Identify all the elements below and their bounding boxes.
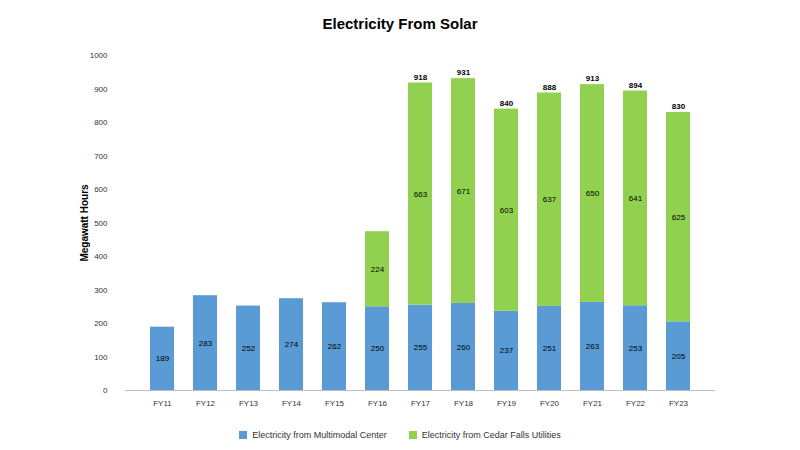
- svg-text:FY13: FY13: [239, 399, 259, 408]
- svg-text:894: 894: [629, 81, 643, 90]
- svg-text:FY21: FY21: [583, 399, 603, 408]
- html-text:Electricity From Solar: Electricity From Solar: [322, 15, 478, 32]
- svg-text:FY18: FY18: [454, 399, 474, 408]
- html-text:Electricity from Multimodal Ce: Electricity from Multimodal Center: [252, 430, 387, 440]
- svg-text:262: 262: [328, 342, 342, 351]
- svg-text:FY20: FY20: [540, 399, 560, 408]
- svg-text:FY14: FY14: [282, 399, 302, 408]
- svg-text:913: 913: [586, 74, 600, 83]
- html-text:Electricity from Cedar Falls U: Electricity from Cedar Falls Utilities: [421, 430, 561, 440]
- svg-text:0: 0: [103, 386, 108, 395]
- svg-text:260: 260: [457, 343, 471, 352]
- svg-text:800: 800: [94, 118, 108, 127]
- svg-text:250: 250: [371, 344, 385, 353]
- svg-text:1000: 1000: [90, 51, 108, 60]
- svg-text:663: 663: [414, 190, 428, 199]
- svg-text:FY22: FY22: [626, 399, 646, 408]
- svg-text:200: 200: [94, 319, 108, 328]
- svg-text:FY23: FY23: [669, 399, 689, 408]
- svg-text:671: 671: [457, 187, 471, 196]
- svg-text:205: 205: [672, 352, 686, 361]
- svg-text:253: 253: [629, 344, 643, 353]
- svg-text:263: 263: [586, 342, 600, 351]
- svg-text:625: 625: [672, 213, 686, 222]
- svg-text:252: 252: [242, 344, 256, 353]
- svg-text:641: 641: [629, 194, 643, 203]
- svg-text:931: 931: [457, 68, 471, 77]
- svg-text:FY12: FY12: [196, 399, 216, 408]
- svg-text:283: 283: [199, 339, 213, 348]
- svg-text:888: 888: [543, 83, 557, 92]
- svg-text:255: 255: [414, 343, 428, 352]
- svg-text:637: 637: [543, 195, 557, 204]
- svg-text:400: 400: [94, 252, 108, 261]
- svg-text:FY19: FY19: [497, 399, 517, 408]
- svg-text:900: 900: [94, 85, 108, 94]
- svg-text:918: 918: [414, 73, 428, 82]
- svg-text:237: 237: [500, 346, 514, 355]
- svg-text:FY11: FY11: [153, 399, 172, 408]
- svg-text:FY16: FY16: [368, 399, 388, 408]
- svg-text:274: 274: [285, 340, 299, 349]
- svg-text:189: 189: [156, 354, 170, 363]
- svg-text:100: 100: [94, 353, 108, 362]
- svg-text:500: 500: [94, 219, 108, 228]
- svg-text:700: 700: [94, 152, 108, 161]
- svg-text:840: 840: [500, 99, 514, 108]
- svg-text:Megawatt Hours: Megawatt Hours: [79, 184, 90, 262]
- svg-text:251: 251: [543, 344, 557, 353]
- svg-text:600: 600: [94, 185, 108, 194]
- svg-text:FY15: FY15: [325, 399, 345, 408]
- svg-text:FY17: FY17: [411, 399, 431, 408]
- svg-text:603: 603: [500, 206, 514, 215]
- svg-text:830: 830: [672, 102, 686, 111]
- svg-text:650: 650: [586, 189, 600, 198]
- svg-text:300: 300: [94, 286, 108, 295]
- svg-text:224: 224: [371, 265, 385, 274]
